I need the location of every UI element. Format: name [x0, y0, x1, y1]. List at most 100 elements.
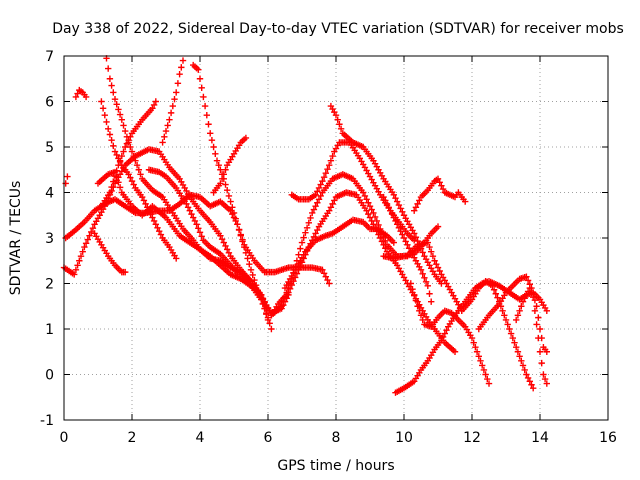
- data-point: [82, 240, 90, 247]
- data-point: [227, 198, 234, 205]
- data-point: [184, 204, 192, 211]
- data-point: [167, 109, 175, 117]
- data-point: [106, 189, 114, 196]
- data-point: [507, 330, 515, 337]
- data-point: [81, 243, 88, 251]
- data-point: [526, 378, 533, 385]
- data-point: [128, 148, 136, 155]
- data-point: [411, 291, 418, 299]
- data-point: [421, 274, 428, 282]
- data-point: [154, 224, 161, 231]
- data-point: [419, 270, 426, 278]
- data-point: [115, 162, 122, 169]
- data-point: [519, 362, 527, 369]
- data-point: [298, 239, 306, 246]
- data-point: [439, 185, 447, 193]
- data-point: [506, 325, 513, 333]
- data-series: [411, 175, 469, 214]
- data-point: [173, 255, 180, 262]
- data-series: [91, 230, 129, 276]
- x-tick-label: 4: [196, 430, 205, 446]
- data-point: [251, 276, 258, 284]
- data-series: [288, 139, 418, 244]
- data-point: [252, 282, 260, 289]
- data-point: [485, 380, 493, 387]
- data-point: [477, 357, 484, 365]
- data-point: [171, 96, 178, 103]
- y-tick-label: 5: [45, 140, 54, 156]
- x-tick-label: 2: [128, 430, 137, 446]
- data-point: [150, 217, 158, 225]
- data-point: [530, 384, 537, 392]
- data-point: [108, 82, 115, 89]
- data-point: [305, 219, 312, 227]
- data-point: [256, 291, 263, 299]
- data-point: [511, 339, 518, 346]
- data-series: [268, 189, 459, 355]
- data-point: [327, 204, 335, 211]
- x-tick-label: 12: [463, 430, 481, 446]
- data-point: [312, 202, 319, 210]
- data-point: [523, 371, 530, 378]
- data-point: [521, 366, 528, 374]
- data-point: [220, 171, 227, 178]
- data-point: [266, 320, 273, 327]
- data-point: [188, 210, 195, 218]
- data-point: [111, 96, 119, 103]
- data-point: [509, 334, 516, 342]
- data-point: [232, 215, 239, 222]
- data-point: [438, 280, 445, 287]
- data-point: [139, 193, 146, 201]
- data-point: [314, 226, 321, 234]
- data-point: [222, 242, 229, 250]
- data-point: [198, 233, 205, 240]
- data-series: [513, 284, 550, 387]
- x-tick-label: 0: [60, 430, 69, 446]
- data-point: [443, 326, 450, 334]
- plot-frame: [63, 55, 609, 421]
- data-point: [300, 234, 307, 241]
- data-point: [140, 197, 148, 204]
- data-point: [195, 225, 202, 232]
- data-point: [438, 337, 445, 344]
- data-point: [489, 282, 496, 289]
- data-point: [99, 105, 107, 112]
- data-point: [149, 105, 156, 112]
- data-point: [535, 334, 542, 342]
- data-point: [150, 101, 158, 109]
- data-point: [113, 101, 120, 108]
- data-point: [116, 157, 124, 164]
- data-point: [137, 171, 144, 178]
- data-point: [331, 197, 338, 204]
- data-series: [327, 102, 445, 287]
- x-axis-label: GPS time / hours: [277, 458, 394, 474]
- data-point: [144, 204, 151, 211]
- data-point: [88, 228, 95, 236]
- data-point: [127, 174, 134, 181]
- data-series: [72, 86, 90, 101]
- data-point: [363, 207, 370, 214]
- data-point: [429, 253, 437, 260]
- data-point: [106, 131, 114, 138]
- data-point: [161, 133, 168, 140]
- data-point: [98, 98, 105, 105]
- data-point: [242, 134, 250, 142]
- data-point: [193, 221, 200, 228]
- data-point: [310, 206, 318, 213]
- data-point: [258, 296, 265, 303]
- data-point: [195, 66, 202, 73]
- data-point: [123, 133, 131, 140]
- data-point: [116, 111, 124, 118]
- data-point: [366, 202, 374, 210]
- data-point: [303, 224, 311, 231]
- y-tick-label: 4: [45, 186, 54, 202]
- data-point: [484, 375, 491, 383]
- data-point: [222, 181, 229, 188]
- data-point: [501, 312, 508, 319]
- data-point: [519, 298, 527, 305]
- data-point: [166, 116, 173, 123]
- data-point: [319, 177, 326, 185]
- data-point: [105, 65, 112, 72]
- data-point: [336, 121, 343, 128]
- data-point: [234, 221, 241, 228]
